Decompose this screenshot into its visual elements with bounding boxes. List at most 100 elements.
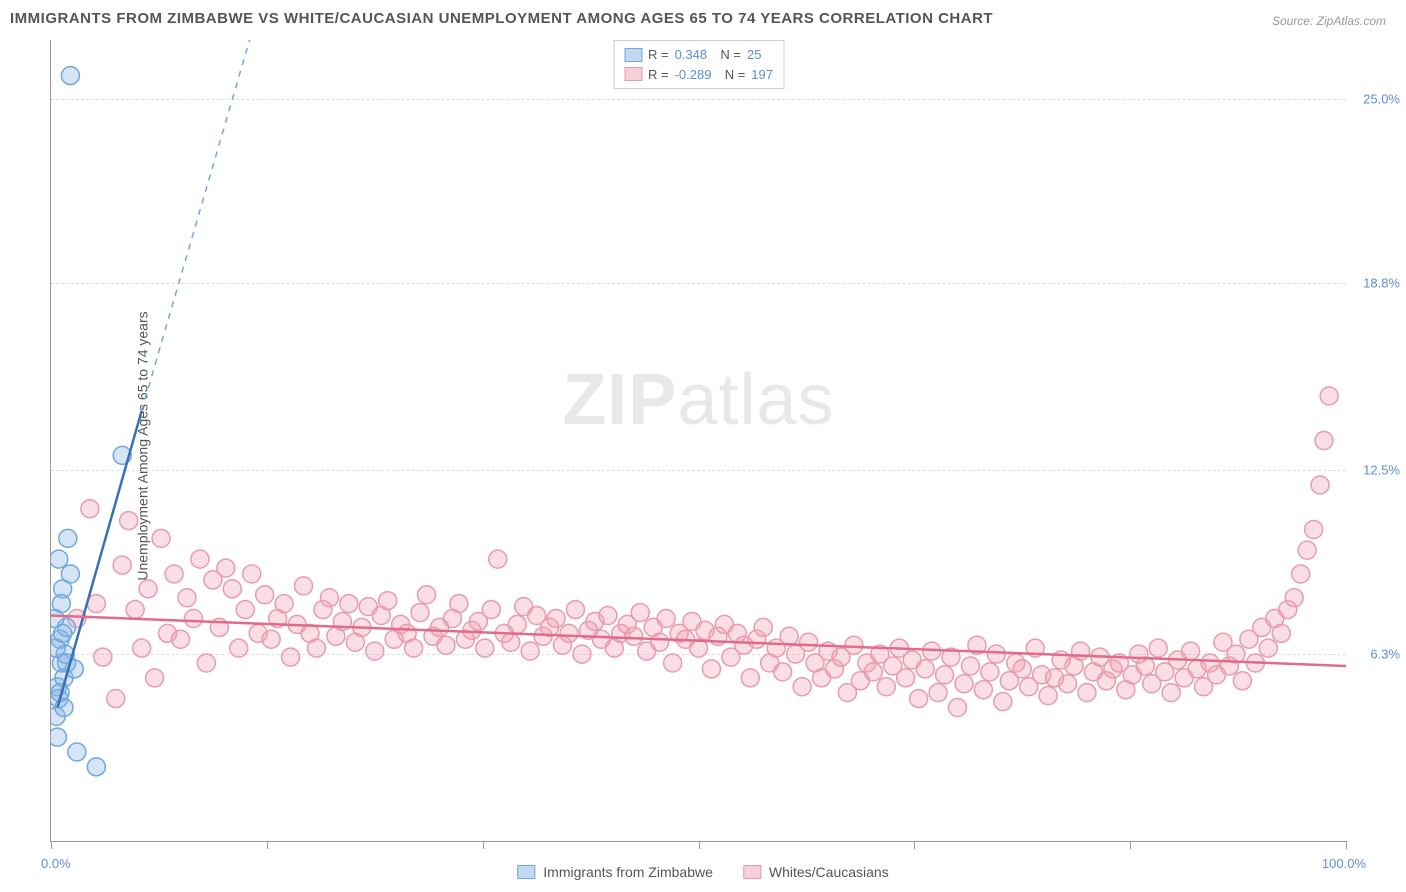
series-legend: Immigrants from Zimbabwe Whites/Caucasia… [517,864,888,880]
y-tick-label: 12.5% [1363,463,1400,478]
data-point [275,595,293,613]
data-point [139,580,157,598]
x-tick [483,841,484,849]
data-point [1072,642,1090,660]
data-point [236,601,254,619]
data-point [897,669,915,687]
data-point [702,660,720,678]
data-point [230,639,248,657]
data-point [87,595,105,613]
swatch-pink-icon [624,67,642,81]
legend-r-label: R = [648,45,669,65]
data-point [165,565,183,583]
legend-n-value: 197 [751,65,773,85]
data-point [793,678,811,696]
data-point [1182,642,1200,660]
data-point [1149,639,1167,657]
data-point [1305,521,1323,539]
data-point [508,615,526,633]
data-point [307,639,325,657]
data-point [845,636,863,654]
legend-n-label: N = [713,45,741,65]
data-point [54,624,72,642]
y-tick-label: 25.0% [1363,92,1400,107]
chart-title: IMMIGRANTS FROM ZIMBABWE VS WHITE/CAUCAS… [10,10,993,27]
data-point [152,529,170,547]
data-point [51,550,68,568]
data-point [1315,432,1333,450]
data-point [262,630,280,648]
data-point [437,636,455,654]
data-point [68,743,86,761]
legend-n-value: 25 [747,45,761,65]
data-point [113,556,131,574]
data-point [172,630,190,648]
data-point [625,627,643,645]
x-tick [1346,841,1347,849]
data-point [560,624,578,642]
data-point [120,512,138,530]
data-point [916,660,934,678]
data-point [133,639,151,657]
x-tick [1130,841,1131,849]
source-label: Source: ZipAtlas.com [1272,14,1386,28]
legend-item-whites: Whites/Caucasians [743,864,889,880]
data-point [126,601,144,619]
data-point [197,654,215,672]
data-point [1320,387,1338,405]
data-point [936,666,954,684]
data-point [657,610,675,628]
chart-area: R = 0.348 N = 25 R = -0.289 N = 197 ZIPa… [50,40,1346,842]
data-point [864,663,882,681]
legend-label: Immigrants from Zimbabwe [543,864,713,880]
data-point [1311,476,1329,494]
data-point [877,678,895,696]
data-point [1272,624,1290,642]
correlation-legend: R = 0.348 N = 25 R = -0.289 N = 197 [613,40,784,89]
data-point [800,633,818,651]
legend-r-value: -0.289 [675,65,712,85]
x-tick [914,841,915,849]
data-point [411,604,429,622]
data-point [256,586,274,604]
data-point [1298,541,1316,559]
legend-r-label: R = [648,65,669,85]
data-point [81,500,99,518]
data-point [774,663,792,681]
data-point [929,684,947,702]
legend-r-value: 0.348 [675,45,708,65]
data-point [379,592,397,610]
data-point [949,699,967,717]
data-point [450,595,468,613]
data-point [955,675,973,693]
data-point [61,565,79,583]
data-point [61,67,79,85]
data-point [566,601,584,619]
data-point [1078,684,1096,702]
data-point [547,610,565,628]
data-point [482,601,500,619]
data-point [994,693,1012,711]
data-point [217,559,235,577]
data-point [340,595,358,613]
data-point [974,681,992,699]
data-point [780,627,798,645]
data-point [1292,565,1310,583]
data-point [51,728,66,746]
data-point [961,657,979,675]
data-point [191,550,209,568]
data-point [741,669,759,687]
x-tick-min: 0.0% [41,856,71,871]
data-point [476,639,494,657]
data-point [295,577,313,595]
swatch-blue-icon [624,48,642,62]
data-point [1136,657,1154,675]
data-point [910,690,928,708]
y-tick-label: 6.3% [1370,647,1400,662]
data-point [1259,639,1277,657]
data-point [52,595,70,613]
data-point [1059,675,1077,693]
legend-row-zimbabwe: R = 0.348 N = 25 [624,45,773,65]
data-point [981,663,999,681]
x-tick-max: 100.0% [1322,856,1366,871]
